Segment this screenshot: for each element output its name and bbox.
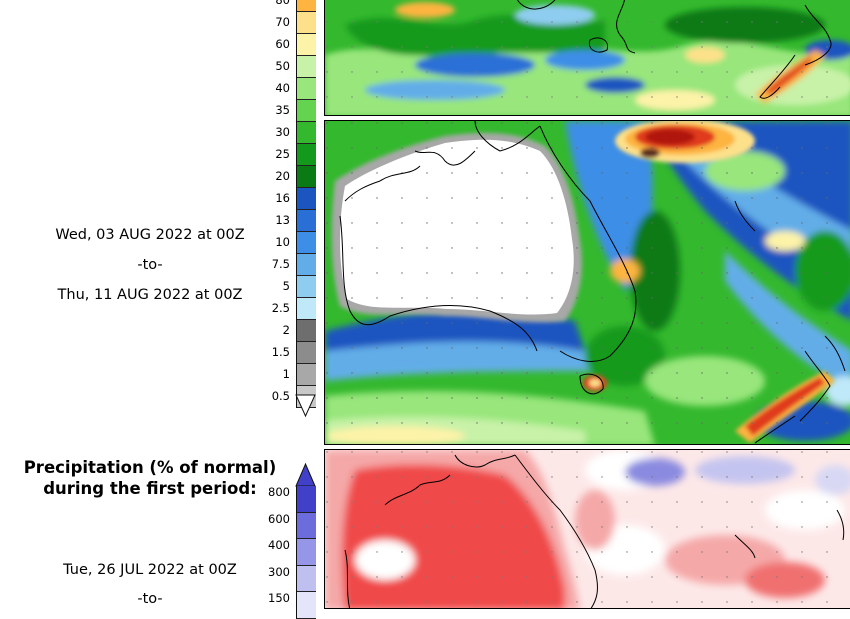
precip-colorbar [296,0,316,408]
precip-map-period2 [324,120,850,445]
colorbar-tick-label: 20 [275,169,290,183]
colorbar-segment [297,512,316,539]
anomaly-title-line1: Precipitation (% of normal) [23,458,277,477]
colorbar-segment [297,100,316,122]
anomaly-title-line2: during the first period: [43,479,257,498]
colorbar-tick-label: 80 [275,0,290,7]
colorbar-segment [297,166,316,188]
colorbar-segment [297,232,316,254]
colorbar-bottom-arrow [295,394,316,418]
colorbar-segment [297,210,316,232]
colorbar-segment [297,0,316,12]
colorbar-tick-label: 400 [268,538,290,552]
colorbar-segment [297,12,316,34]
colorbar-tick-label: 300 [268,564,290,579]
colorbar-segment [297,34,316,56]
period-end-date: Thu, 11 AUG 2022 at 00Z [57,287,243,303]
colorbar-top-arrow [295,462,316,487]
colorbar-tick-label: 35 [275,103,290,117]
colorbar-tick-label: 10 [275,235,290,249]
colorbar-segment [297,144,316,166]
period-start-date: Wed, 03 AUG 2022 at 00Z [55,227,245,243]
colorbar-segment [297,565,316,592]
colorbar-segment [297,78,316,100]
period-to-label: -to- [137,257,163,273]
colorbar-tick-label: 1 [282,367,290,381]
colorbar-segment [297,486,316,513]
colorbar-segment [297,56,316,78]
anomaly-to-label: -to- [137,591,163,607]
colorbar-tick-label: 60 [275,37,290,51]
colorbar-tick-label: 40 [275,81,290,95]
colorbar-tick-label: 2 [282,323,290,337]
anomaly-start-date: Tue, 26 JUL 2022 at 00Z [63,562,237,578]
colorbar-tick-label: 1.5 [271,345,290,359]
colorbar-tick-label: 7.5 [271,257,290,271]
colorbar-segment [297,539,316,566]
colorbar-tick-label: 800 [268,485,290,499]
colorbar-tick-label: 2.5 [271,301,290,315]
colorbar-tick-label: 5 [282,279,290,293]
colorbar-tick-label: 70 [275,15,290,29]
colorbar-tick-label: 13 [275,213,290,227]
precip-anomaly-map [324,449,850,609]
colorbar-segment [297,254,316,276]
colorbar-tick-label: 0.5 [271,389,290,403]
colorbar-segment [297,320,316,342]
colorbar-segment [297,342,316,364]
colorbar-segment [297,188,316,210]
colorbar-tick-label: 600 [268,511,290,526]
colorbar-segment [297,122,316,144]
colorbar-tick-label: 16 [275,191,290,205]
colorbar-tick-label: 50 [275,59,290,73]
precip-map-period1 [324,0,850,116]
colorbar-segment [297,364,316,386]
colorbar-tick-label: 25 [275,147,290,161]
colorbar-segment [297,298,316,320]
colorbar-tick-label: 30 [275,125,290,139]
colorbar-segment [297,276,316,298]
